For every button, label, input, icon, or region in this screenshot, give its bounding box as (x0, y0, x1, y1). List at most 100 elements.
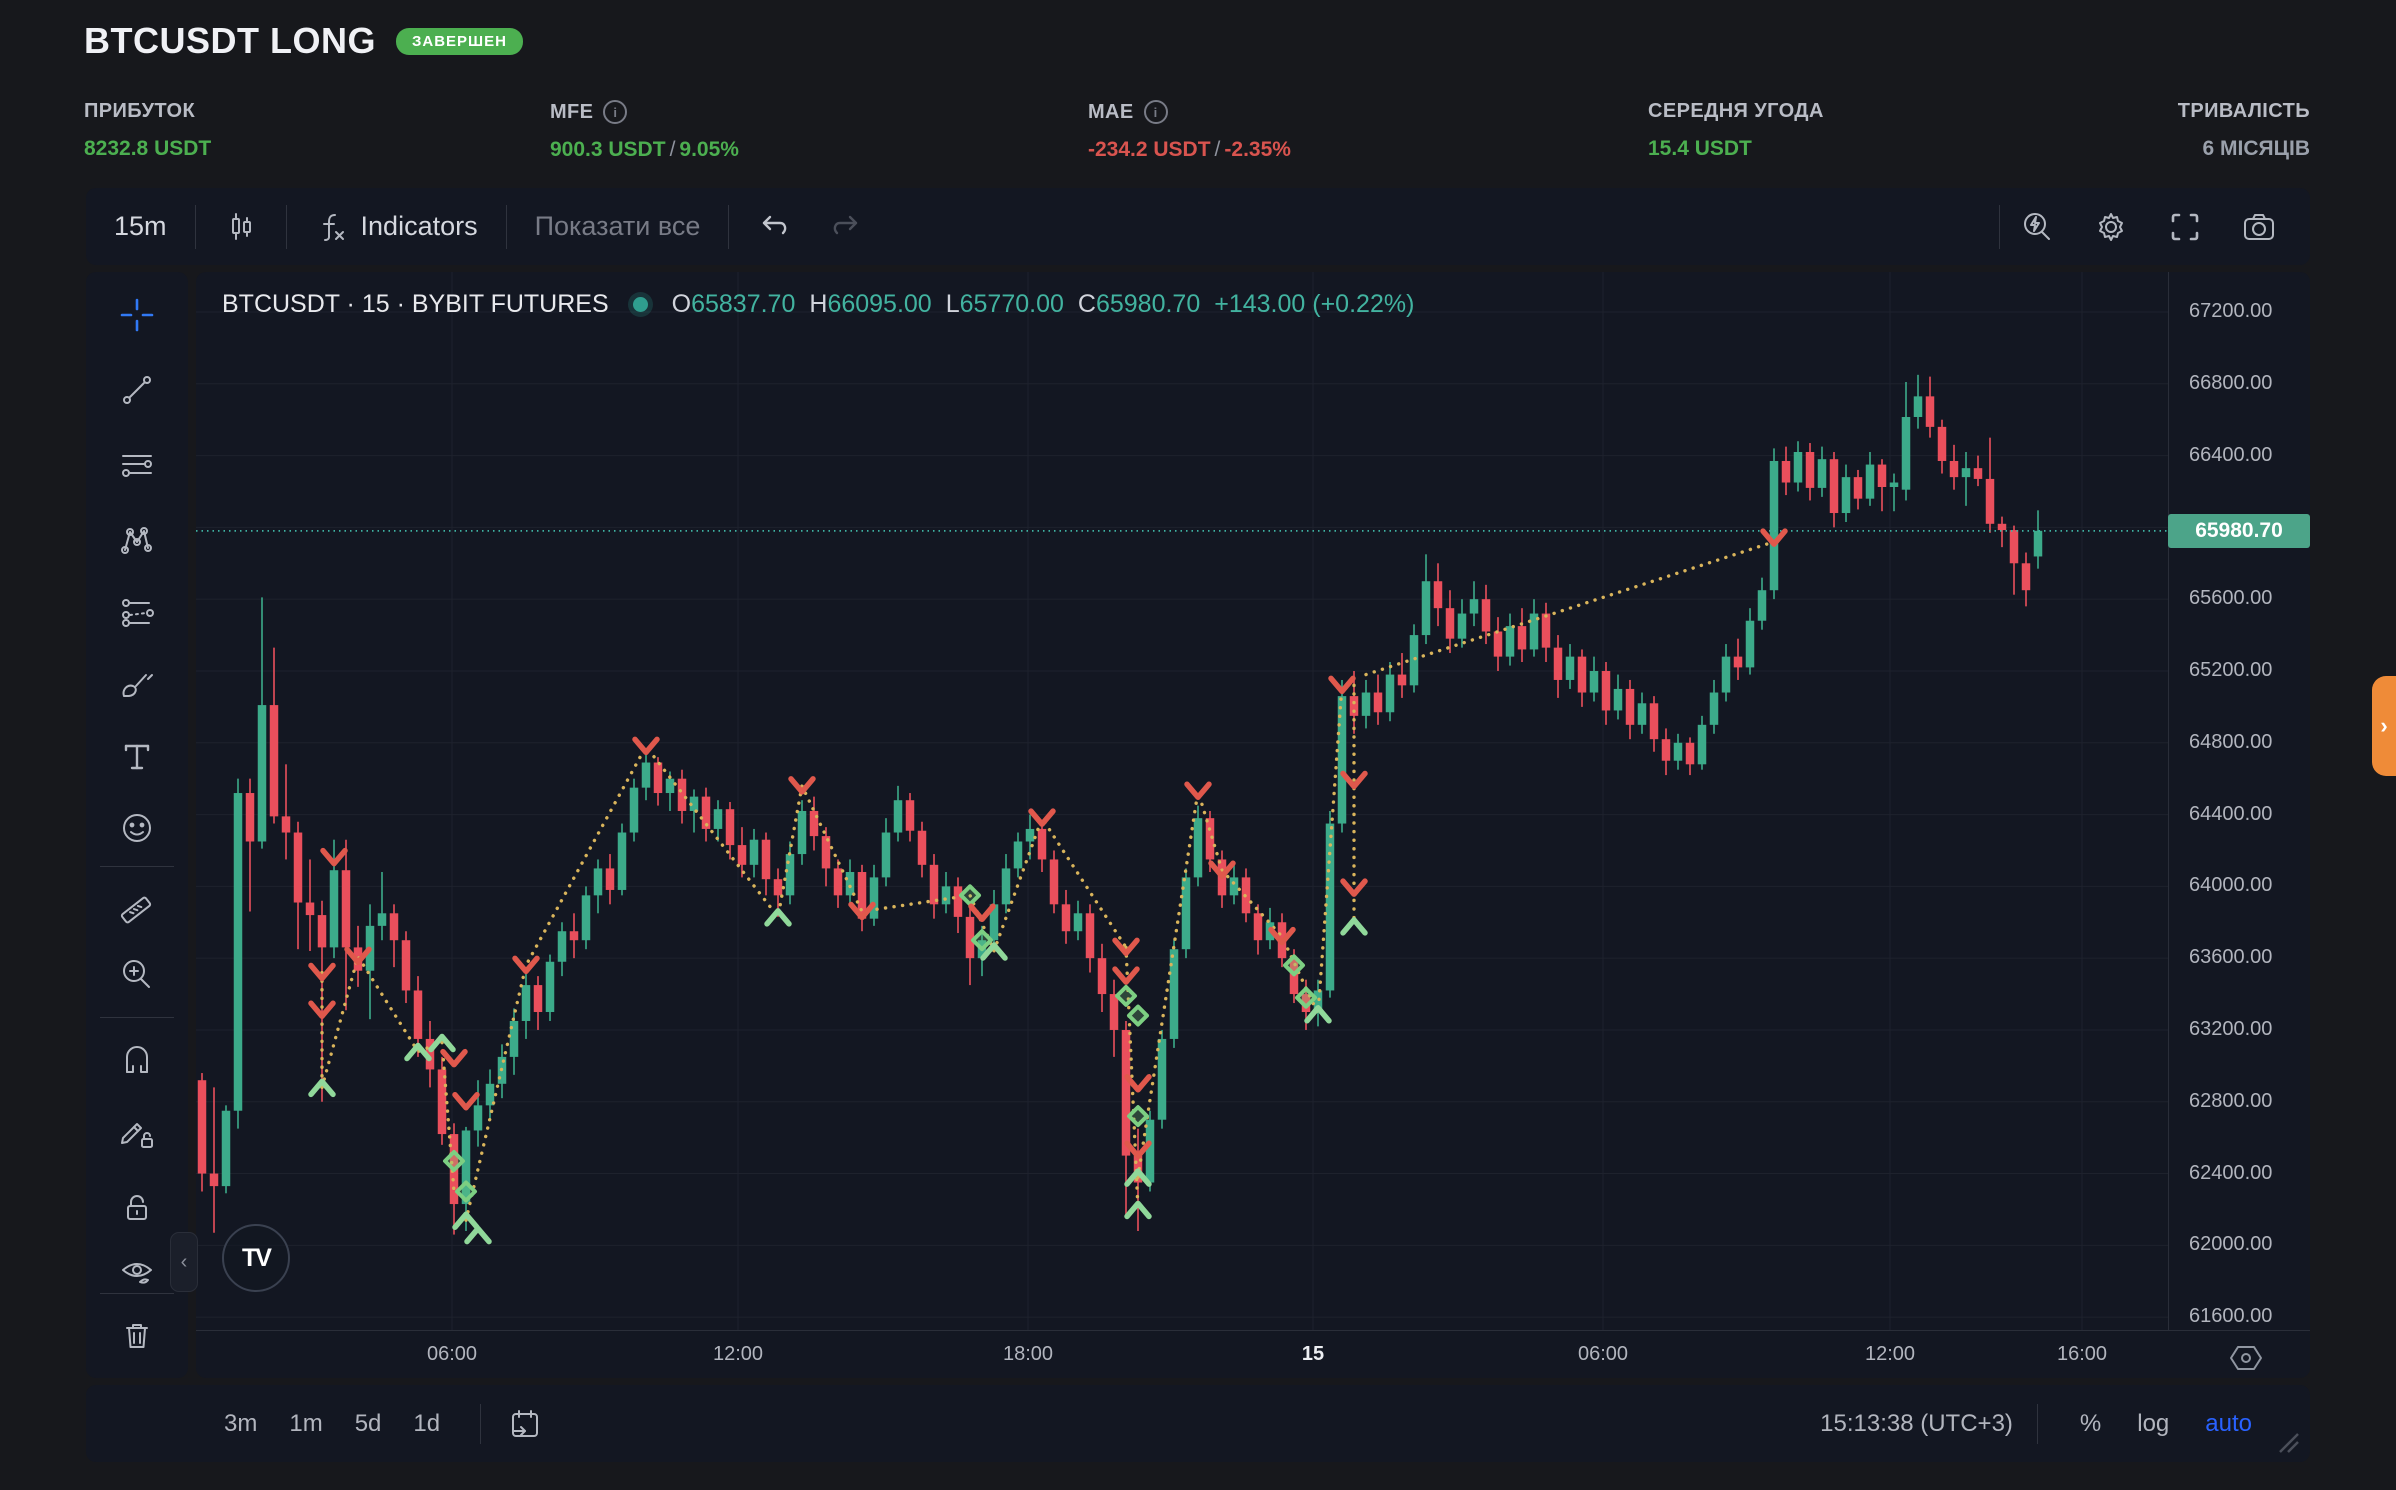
price-axis-label: 61600.00 (2189, 1305, 2273, 1328)
legend-symbol[interactable]: BTCUSDT · 15 · BYBIT FUTURES (222, 290, 609, 318)
eye-icon (122, 1263, 152, 1284)
measure-tool[interactable] (117, 885, 157, 925)
range-1m[interactable]: 1m (289, 1409, 323, 1437)
fullscreen-button[interactable] (2148, 208, 2222, 246)
undo-icon (763, 215, 787, 234)
pencil-lock-icon (121, 1123, 153, 1148)
stat-duration: ТРИВАЛІСТЬ 6 МІСЯЦІВ (2178, 100, 2310, 161)
status-dot-icon (632, 297, 648, 312)
range-1d[interactable]: 1d (413, 1409, 441, 1437)
axis-settings-button[interactable] (2226, 1340, 2266, 1381)
horizontal-lines-tool[interactable] (117, 445, 157, 485)
page-title: BTCUSDT LONG (84, 20, 376, 61)
session-clock[interactable]: 15:13:38 (UTC+3) (1820, 1409, 2013, 1437)
fullscreen-icon (2171, 213, 2199, 240)
show-all-button[interactable]: Показати все (534, 211, 701, 241)
price-axis-label: 63600.00 (2189, 946, 2273, 969)
brush-tool[interactable] (117, 665, 157, 705)
lightning-search-icon (2024, 212, 2050, 240)
auto-scale-button[interactable]: auto (2205, 1409, 2252, 1437)
text-tool[interactable] (117, 737, 157, 777)
separator (2036, 1403, 2038, 1444)
stat-mfe-value: 900.3 USDT (550, 138, 666, 161)
stat-mfe-label: MFE (550, 100, 594, 123)
separator (100, 1017, 174, 1018)
last-price-tag: 65980.70 (2168, 513, 2310, 548)
stat-profit: ПРИБУТОК 8232.8 USDT (84, 100, 211, 161)
log-scale-button[interactable]: log (2137, 1409, 2170, 1437)
range-5d[interactable]: 5d (354, 1409, 382, 1437)
chart-legend: BTCUSDT · 15 · BYBIT FUTURES O65837.70 H6… (222, 290, 1415, 318)
stat-mae: MAE i -234.2 USDT / -2.35% (1088, 100, 1291, 161)
calendar-arrow-icon (512, 1409, 539, 1437)
projection-tool[interactable] (117, 592, 157, 632)
gear-icon (2099, 212, 2123, 241)
legend-low: 65770.00 (959, 290, 1064, 318)
stat-avg-trade-label: СЕРЕДНЯ УГОДА (1648, 100, 1824, 122)
resize-handle-icon[interactable] (2274, 1428, 2300, 1454)
time-axis-label: 06:00 (426, 1343, 478, 1365)
quick-search-button[interactable] (2000, 208, 2074, 246)
stat-profit-value: 8232.8 USDT (84, 137, 212, 160)
tradingview-logo[interactable]: TV (222, 1224, 290, 1292)
pattern-tool[interactable] (117, 520, 157, 560)
bottom-toolbar: 3m 1m 5d 1d 15:13:38 (UTC+3) % log auto (86, 1385, 2310, 1462)
price-axis-label: 62800.00 (2189, 1089, 2273, 1112)
separator (100, 1293, 174, 1294)
separator (480, 1403, 482, 1444)
settings-button[interactable] (2074, 208, 2148, 246)
percent-scale-button[interactable]: % (2079, 1409, 2102, 1437)
lock-icon (127, 1195, 147, 1220)
crosshair-tool[interactable] (117, 295, 157, 335)
stat-mae-label: MAE (1088, 100, 1134, 123)
trendline-icon (123, 376, 151, 404)
emoji-tool[interactable] (117, 808, 157, 848)
camera-icon (2244, 213, 2274, 240)
time-axis[interactable]: 06:00 12:00 18:00 15 06:00 12:00 16:00 (196, 1330, 2310, 1379)
zoom-in-icon (123, 960, 150, 988)
chart-pane[interactable]: BTCUSDT · 15 · BYBIT FUTURES O65837.70 H6… (196, 272, 2310, 1378)
drawing-mode-tool[interactable] (117, 1113, 157, 1153)
price-axis-label: 62400.00 (2189, 1161, 2273, 1184)
snapshot-button[interactable] (2222, 208, 2296, 246)
info-icon[interactable]: i (603, 100, 628, 124)
stat-duration-label: ТРИВАЛІСТЬ (2177, 100, 2310, 122)
stat-avg-trade-value: 15.4 USDT (1648, 137, 1752, 160)
go-to-date-button[interactable] (505, 1404, 545, 1444)
price-axis-label: 66800.00 (2189, 371, 2273, 394)
indicators-button[interactable]: Indicators (287, 188, 506, 265)
collapse-toolbar-button[interactable]: ‹ (170, 1232, 198, 1292)
time-axis-label: 12:00 (1864, 1343, 1916, 1365)
separator (728, 204, 730, 249)
price-axis-label: 62000.00 (2189, 1233, 2273, 1256)
redo-icon (834, 215, 858, 234)
stat-mfe: MFE i 900.3 USDT/9.05% (550, 100, 739, 161)
time-axis-label: 16:00 (2056, 1343, 2108, 1365)
stat-profit-label: ПРИБУТОК (84, 100, 196, 122)
trendline-tool[interactable] (117, 370, 157, 410)
info-icon[interactable]: i (1143, 100, 1168, 124)
zoom-in-tool[interactable] (117, 955, 157, 995)
magnet-tool[interactable] (117, 1041, 157, 1081)
stat-avg-trade: СЕРЕДНЯ УГОДА 15.4 USDT (1648, 100, 1824, 161)
forecast-icon (122, 599, 154, 627)
redo-button[interactable] (821, 188, 891, 265)
price-axis-label: 67200.00 (2189, 300, 2273, 322)
chart-toolbar: 15m Indicators Показати все (86, 188, 2310, 265)
chart-type-button[interactable] (196, 188, 286, 265)
side-panel-tab[interactable]: › (2372, 676, 2396, 776)
magnet-icon (126, 1046, 148, 1073)
time-axis-label: 12:00 (712, 1343, 764, 1365)
hide-drawings-tool[interactable] (117, 1253, 157, 1293)
undo-button[interactable] (729, 188, 821, 265)
remove-drawings-tool[interactable] (117, 1316, 157, 1356)
time-axis-label: 18:00 (1002, 1343, 1054, 1365)
candlestick-plot[interactable] (196, 272, 2310, 1378)
text-icon (124, 744, 150, 770)
lock-all-tool[interactable] (117, 1188, 157, 1228)
interval-button[interactable]: 15m (114, 211, 167, 241)
price-axis[interactable]: 61600.00 62000.00 62400.00 62800.00 63200.00… (2168, 272, 2311, 1330)
stat-mfe-pct: 9.05% (679, 138, 739, 161)
smiley-icon (123, 814, 151, 842)
range-3m[interactable]: 3m (224, 1409, 258, 1437)
